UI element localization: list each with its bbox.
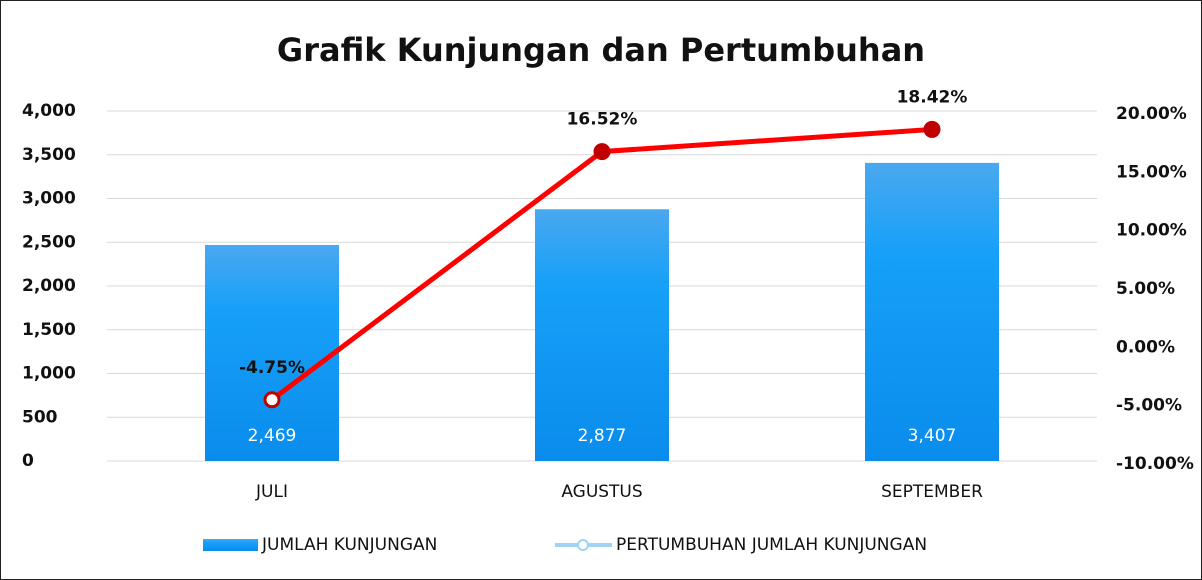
bar-value-label: 2,877: [578, 426, 627, 446]
y-tick-label: 0: [22, 451, 34, 471]
y-tick-label: 4,000: [22, 101, 76, 121]
bar: [535, 209, 669, 461]
x-tick-label: SEPTEMBER: [881, 482, 983, 502]
y-tick-label: 1,500: [22, 320, 76, 340]
y-tick-label: 500: [22, 407, 58, 427]
chart-title: Grafik Kunjungan dan Pertumbuhan: [277, 31, 925, 69]
y-tick-label: 1,000: [22, 364, 76, 384]
x-tick-label: JULI: [255, 482, 288, 502]
bar-value-label: 2,469: [248, 426, 297, 446]
legend-swatch-marker: [577, 539, 589, 551]
y2-tick-label: 20.00%: [1116, 104, 1187, 124]
line-point: [593, 143, 611, 161]
y2-tick-label: 10.00%: [1116, 221, 1187, 241]
y2-tick-label: 15.00%: [1116, 162, 1187, 182]
y-tick-label: 3,500: [22, 145, 76, 165]
legend-swatch: [203, 539, 258, 551]
y2-tick-label: 5.00%: [1116, 279, 1175, 299]
y-tick-label: 2,500: [22, 232, 76, 252]
legend-label: JUMLAH KUNJUNGAN: [261, 535, 437, 555]
y-tick-label: 3,000: [22, 189, 76, 209]
line-value-label: 18.42%: [897, 87, 968, 107]
bar: [205, 244, 339, 461]
bar-value-label: 3,407: [908, 426, 957, 446]
y2-tick-label: 0.00%: [1116, 337, 1175, 357]
x-tick-label: AGUSTUS: [561, 482, 642, 502]
bar: [865, 162, 999, 461]
line-value-label: -4.75%: [239, 358, 305, 378]
line-point: [923, 120, 941, 138]
y2-tick-label: -10.00%: [1116, 454, 1194, 474]
y2-tick-label: -5.00%: [1116, 396, 1182, 416]
y-tick-label: 2,000: [22, 276, 76, 296]
line-point: [263, 391, 281, 409]
line-value-label: 16.52%: [567, 110, 638, 130]
legend-label: PERTUMBUHAN JUMLAH KUNJUNGAN: [616, 535, 927, 555]
